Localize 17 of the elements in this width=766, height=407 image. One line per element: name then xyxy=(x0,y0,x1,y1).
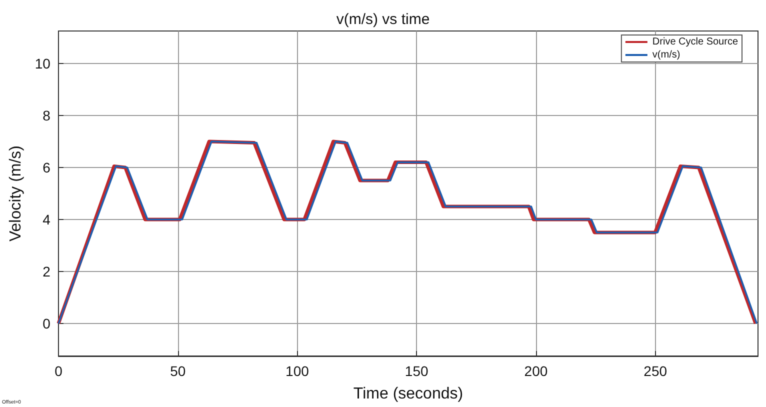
y-tick-label: 10 xyxy=(34,56,51,72)
x-tick-label: 250 xyxy=(644,363,668,379)
x-axis-title: Time (seconds) xyxy=(353,386,464,402)
x-tick-label: 50 xyxy=(170,363,186,379)
x-tick-label: 200 xyxy=(524,363,548,379)
x-tick-label: 150 xyxy=(404,363,428,379)
y-tick-label: 4 xyxy=(42,212,51,228)
x-tick-label: 0 xyxy=(54,363,63,379)
y-tick-label: 2 xyxy=(42,264,51,280)
legend-label: Drive Cycle Source xyxy=(652,36,738,48)
legend-label: v(m/s) xyxy=(652,50,680,60)
y-axis-title: Velocity (m/s) xyxy=(8,145,24,242)
chart-title: v(m/s) vs time xyxy=(336,11,430,28)
x-tick-label: 100 xyxy=(286,363,310,379)
y-tick-label: 8 xyxy=(42,108,51,124)
y-tick-label: 6 xyxy=(42,160,51,176)
y-tick-label: 0 xyxy=(42,316,51,332)
